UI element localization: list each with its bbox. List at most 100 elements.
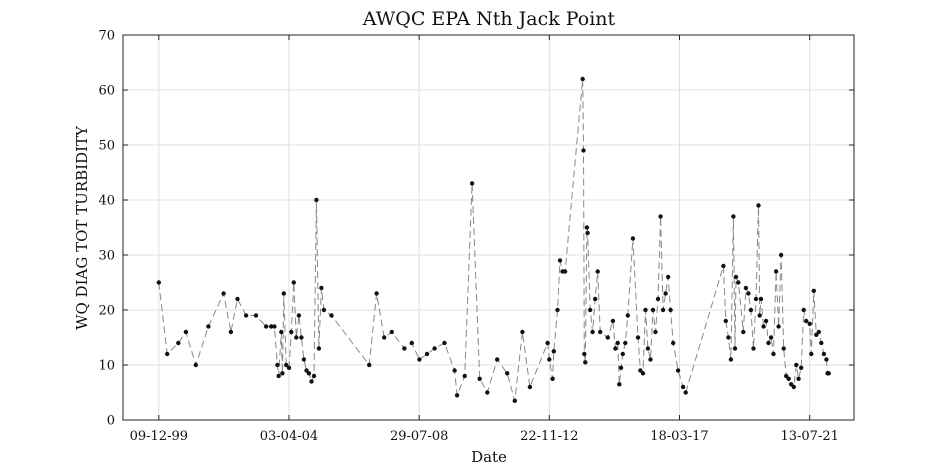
y-tick-label: 10 bbox=[98, 359, 115, 374]
data-point bbox=[389, 329, 394, 335]
data-point bbox=[263, 324, 269, 329]
data-point bbox=[505, 371, 510, 376]
data-point bbox=[275, 362, 280, 368]
grid-lines bbox=[123, 34, 854, 421]
data-point bbox=[269, 324, 274, 329]
data-point bbox=[454, 393, 460, 398]
data-point bbox=[306, 371, 312, 376]
data-point bbox=[615, 340, 620, 346]
data-point bbox=[512, 398, 517, 403]
data-point bbox=[309, 379, 314, 384]
data-point bbox=[809, 351, 814, 357]
data-point bbox=[781, 346, 786, 351]
data-point bbox=[650, 307, 656, 313]
data-series bbox=[156, 76, 831, 403]
data-point bbox=[291, 280, 296, 285]
data-point bbox=[741, 329, 746, 335]
data-point bbox=[786, 376, 791, 381]
x-tick-label: 13-07-21 bbox=[780, 429, 838, 444]
data-point bbox=[311, 373, 317, 379]
data-point bbox=[555, 307, 560, 313]
data-point bbox=[547, 357, 552, 362]
data-point bbox=[469, 181, 475, 186]
data-point bbox=[314, 197, 319, 203]
data-point bbox=[485, 390, 490, 395]
data-point bbox=[796, 376, 801, 381]
data-point bbox=[743, 285, 749, 291]
x-tick-label: 09-12-99 bbox=[130, 429, 188, 444]
data-point bbox=[253, 313, 259, 318]
data-point bbox=[671, 340, 676, 346]
data-point bbox=[751, 346, 756, 351]
data-point bbox=[495, 357, 500, 362]
data-point bbox=[382, 335, 387, 340]
data-point bbox=[462, 373, 467, 379]
y-tick-label: 20 bbox=[98, 304, 115, 319]
data-point bbox=[791, 384, 796, 390]
data-point bbox=[593, 296, 598, 302]
data-point bbox=[598, 329, 603, 335]
data-point bbox=[668, 307, 673, 313]
x-tick-label: 22-11-12 bbox=[520, 429, 578, 444]
y-tick-label: 40 bbox=[98, 194, 115, 209]
data-point bbox=[731, 214, 736, 219]
data-point bbox=[675, 368, 681, 373]
y-tick-label: 30 bbox=[98, 249, 115, 264]
data-point bbox=[610, 318, 616, 324]
data-point bbox=[442, 340, 447, 346]
data-point bbox=[557, 258, 563, 263]
data-point bbox=[761, 324, 766, 329]
data-point bbox=[206, 324, 211, 329]
data-point bbox=[235, 296, 240, 302]
y-tick-label: 50 bbox=[98, 139, 115, 154]
data-point bbox=[605, 335, 610, 340]
data-point bbox=[819, 340, 824, 346]
data-point bbox=[272, 324, 277, 329]
data-point bbox=[736, 280, 741, 285]
data-point bbox=[281, 291, 286, 296]
data-point bbox=[663, 291, 668, 296]
data-point bbox=[623, 340, 628, 346]
data-point bbox=[613, 346, 618, 351]
data-point bbox=[289, 329, 294, 335]
data-point bbox=[643, 307, 648, 313]
data-point bbox=[617, 382, 622, 387]
data-point bbox=[766, 340, 771, 346]
data-point bbox=[584, 225, 590, 230]
data-point bbox=[409, 340, 414, 346]
data-point bbox=[620, 351, 625, 357]
data-point bbox=[776, 324, 781, 329]
data-point bbox=[367, 362, 372, 368]
data-point bbox=[618, 365, 624, 370]
data-point bbox=[520, 329, 525, 335]
x-tick-label: 18-03-17 bbox=[650, 429, 708, 444]
data-point bbox=[585, 230, 590, 236]
data-point bbox=[638, 368, 643, 373]
data-point bbox=[653, 329, 658, 335]
data-point bbox=[771, 351, 776, 357]
y-tick-label: 0 bbox=[107, 414, 115, 429]
data-point bbox=[723, 318, 728, 324]
data-point bbox=[581, 148, 586, 153]
data-point bbox=[666, 274, 671, 280]
data-point bbox=[301, 357, 307, 362]
data-point bbox=[424, 351, 430, 357]
data-point bbox=[321, 307, 327, 313]
data-point bbox=[756, 203, 761, 208]
data-point bbox=[660, 307, 666, 313]
data-point bbox=[374, 291, 379, 296]
data-point bbox=[299, 335, 304, 340]
data-point bbox=[753, 296, 759, 302]
data-point bbox=[243, 313, 249, 318]
data-point bbox=[590, 329, 595, 335]
data-point bbox=[645, 346, 651, 351]
data-point bbox=[784, 373, 789, 379]
data-point bbox=[733, 274, 739, 280]
data-point bbox=[595, 269, 600, 274]
data-point bbox=[580, 76, 585, 82]
data-point bbox=[778, 252, 784, 258]
data-point bbox=[221, 291, 226, 296]
data-point bbox=[545, 340, 550, 346]
x-tick-label: 03-04-04 bbox=[260, 429, 318, 444]
